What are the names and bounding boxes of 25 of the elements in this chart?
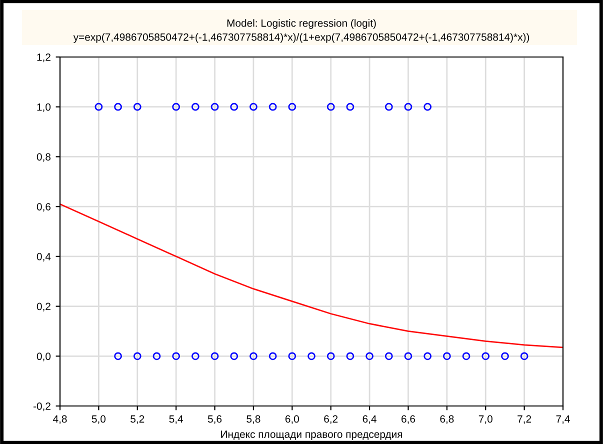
chart-title: Model: Logistic regression (logit) [227,19,376,29]
x-tick-label: 5,2 [130,415,144,424]
x-tick-label: 5,6 [208,415,222,424]
x-axis-title: Индекс площади правого предсердия [221,430,402,440]
y-tick-label: 0,2 [36,302,50,312]
y-tick-label: -0,2 [33,402,50,412]
x-tick-label: 7,0 [478,415,492,424]
y-tick-label: 1,0 [37,103,51,112]
x-tick-label: 5,8 [246,415,260,424]
x-tick-label: 7,4 [556,415,570,424]
x-tick-label: 5,0 [92,415,106,424]
x-tick-label: 6,4 [362,415,376,424]
x-tick-label: 4,8 [53,415,67,424]
chart-subtitle: y=exp(7,4986705850472+(-1,467307758814)*x)/(1+exp(7,4986705850472+(-1,467307758814)*x)) [73,33,530,43]
x-tick-label: 6,8 [440,415,454,424]
y-tick-label: 0,6 [36,203,51,212]
y-tick-label: 1,2 [37,54,50,62]
y-tick-label: 0,0 [36,352,51,362]
x-tick-label: 6,0 [285,415,299,424]
x-tick-label: 6,6 [402,415,416,424]
x-tick-label: 6,2 [324,415,338,424]
x-tick-label: 5,4 [169,415,184,424]
y-tick-label: 0,4 [36,252,51,262]
x-tick-label: 7,2 [518,415,532,424]
y-tick-label: 0,8 [36,153,51,162]
